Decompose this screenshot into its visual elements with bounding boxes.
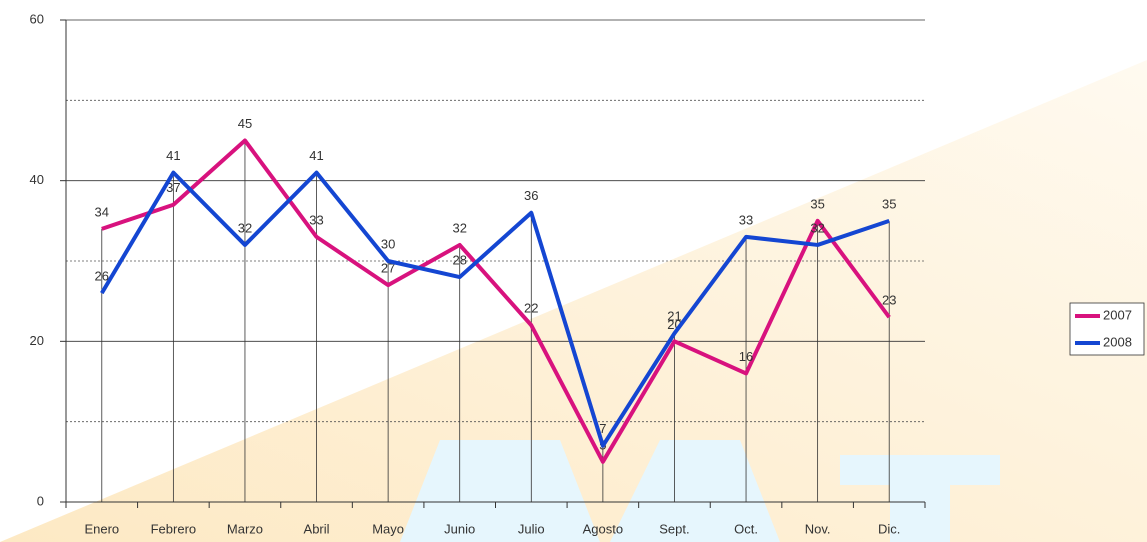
y-tick-label: 40 bbox=[30, 172, 44, 187]
x-tick-label: Oct. bbox=[734, 521, 758, 536]
x-tick-label: Marzo bbox=[227, 521, 263, 536]
data-label: 7 bbox=[599, 421, 606, 436]
data-label: 34 bbox=[95, 204, 109, 219]
watermark-letters bbox=[400, 440, 1000, 542]
x-tick-label: Julio bbox=[518, 521, 545, 536]
series-line bbox=[101, 138, 891, 464]
data-label: 27 bbox=[381, 261, 395, 276]
data-label: 32 bbox=[452, 220, 466, 235]
x-tick-label: Agosto bbox=[583, 521, 623, 536]
y-tick-label: 20 bbox=[30, 333, 44, 348]
data-label: 45 bbox=[238, 116, 252, 131]
x-tick-label: Mayo bbox=[372, 521, 404, 536]
data-label: 16 bbox=[739, 349, 753, 364]
legend-box bbox=[1069, 302, 1145, 356]
data-label: 32 bbox=[810, 220, 824, 235]
data-label: 37 bbox=[166, 180, 180, 195]
x-tick-label: Abril bbox=[304, 521, 330, 536]
y-tick-label: 60 bbox=[30, 11, 44, 26]
data-label: 36 bbox=[524, 188, 538, 203]
data-label: 33 bbox=[739, 212, 753, 227]
data-label: 26 bbox=[95, 269, 109, 284]
data-label: 21 bbox=[667, 309, 681, 324]
data-label: 22 bbox=[524, 301, 538, 316]
data-label: 33 bbox=[309, 212, 323, 227]
x-tick-label: Junio bbox=[444, 521, 475, 536]
x-tick-label: Sept. bbox=[659, 521, 689, 536]
data-label: 35 bbox=[882, 196, 896, 211]
data-label: 23 bbox=[882, 293, 896, 308]
data-label: 28 bbox=[452, 253, 466, 268]
x-tick-label: Dic. bbox=[878, 521, 900, 536]
legend-label: 2007 bbox=[1103, 307, 1132, 322]
legend-label: 2008 bbox=[1103, 334, 1132, 349]
x-tick-label: Nov. bbox=[805, 521, 831, 536]
series-line bbox=[100, 170, 890, 448]
data-label: 32 bbox=[238, 220, 252, 235]
x-tick-label: Febrero bbox=[151, 521, 197, 536]
x-tick-label: Enero bbox=[84, 521, 119, 536]
data-label: 41 bbox=[309, 148, 323, 163]
data-label: 35 bbox=[810, 196, 824, 211]
y-tick-label: 0 bbox=[37, 493, 44, 508]
data-label: 41 bbox=[166, 148, 180, 163]
data-label: 30 bbox=[381, 236, 395, 251]
